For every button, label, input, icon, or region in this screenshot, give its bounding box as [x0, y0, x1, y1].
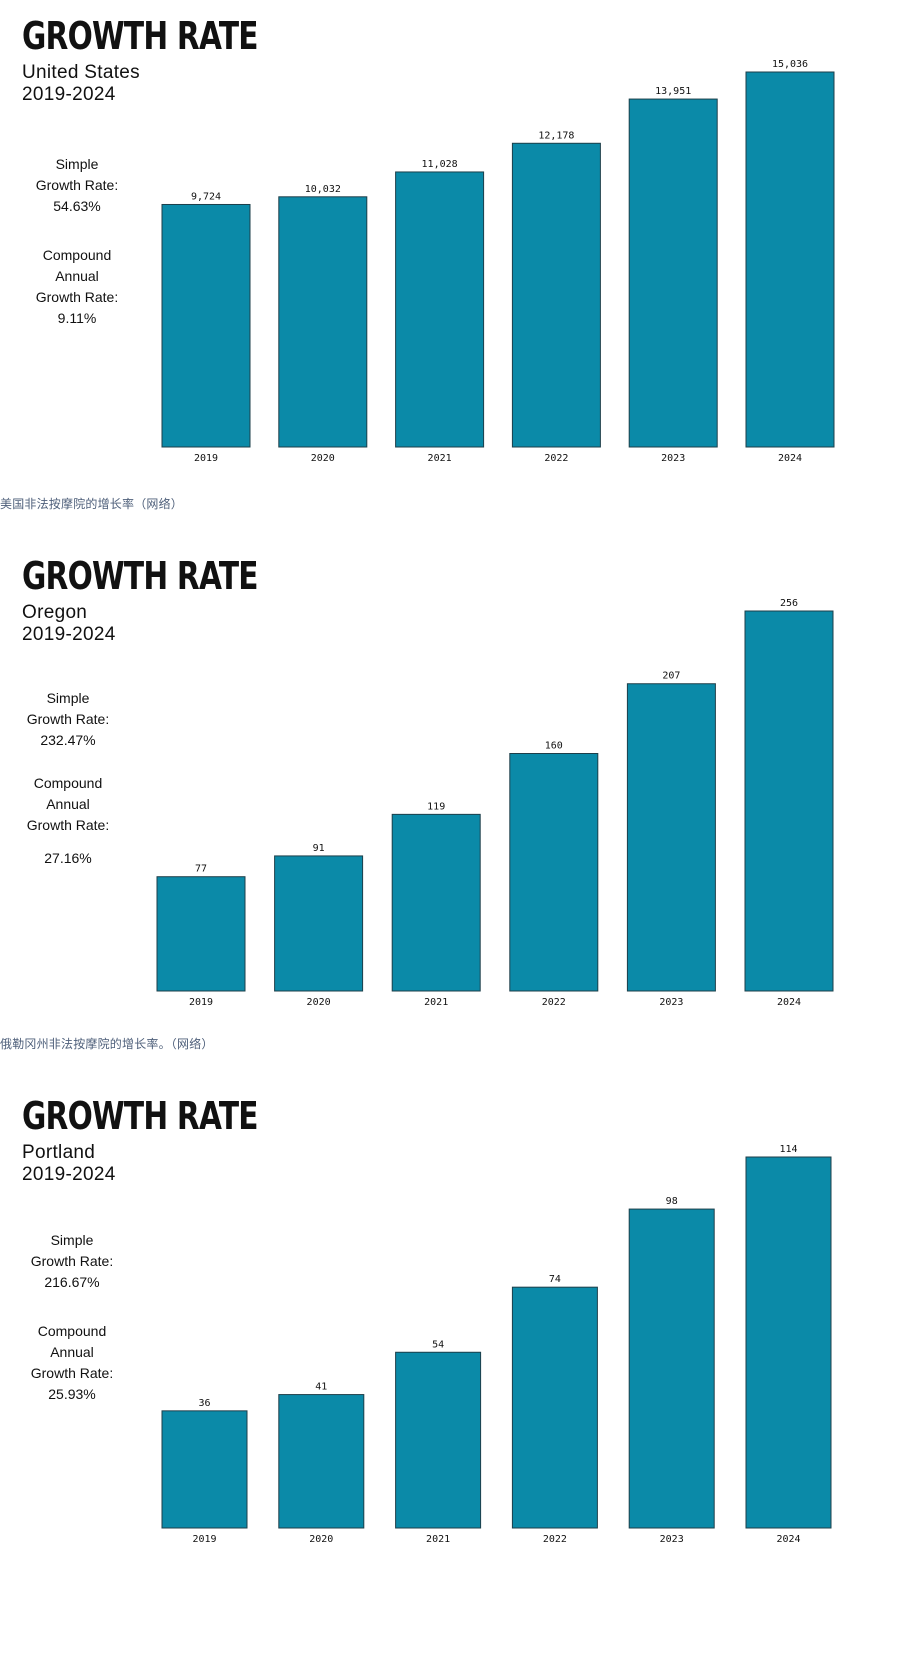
bar-2019	[156, 876, 246, 992]
bar-2024	[745, 71, 835, 448]
category-label-2021: 2021	[426, 1534, 450, 1545]
chart-period: 2019-2024	[22, 1164, 116, 1185]
category-label-2024: 2024	[777, 997, 801, 1008]
value-label-2019: 9,724	[191, 191, 221, 202]
category-label-2021: 2021	[424, 997, 448, 1008]
compound-growth-label-3: Growth Rate:	[26, 817, 110, 833]
chart-title: GROWTH RATE	[22, 554, 259, 598]
value-label-2023: 207	[662, 671, 680, 682]
compound-growth-label-2: Annual	[55, 268, 99, 284]
category-label-2021: 2021	[428, 453, 452, 464]
simple-growth-label-1: Simple	[55, 156, 99, 172]
growth-stats: Simple Growth Rate: 216.67% Compound Ann…	[16, 1230, 128, 1405]
bar-2022	[509, 753, 599, 992]
compound-growth-label-3: Growth Rate:	[30, 1365, 114, 1381]
category-label-2020: 2020	[309, 1534, 333, 1545]
bar-2021	[391, 813, 481, 992]
bar-2019	[161, 203, 251, 448]
category-label-2020: 2020	[311, 453, 335, 464]
simple-growth-label-2: Growth Rate:	[35, 177, 119, 193]
value-label-2023: 13,951	[655, 86, 691, 97]
bar-chart-svg: 77 2019 91 2020 119 2021 160 2022 207 2023 256 2024	[156, 598, 834, 1008]
compound-growth-label-2: Annual	[50, 1344, 94, 1360]
chart-caption: 美国非法按摩院的增长率（网络）	[0, 497, 184, 511]
simple-growth-label-2: Growth Rate:	[26, 711, 110, 727]
value-label-2020: 41	[315, 1382, 327, 1393]
compound-growth-label-1: Compound	[42, 247, 112, 263]
bar-2020	[278, 1394, 365, 1529]
chart-period: 2019-2024	[22, 624, 116, 645]
category-label-2024: 2024	[778, 453, 802, 464]
bar-2022	[511, 142, 601, 448]
compound-growth-label-1: Compound	[37, 1323, 107, 1339]
value-label-2023: 98	[666, 1196, 678, 1207]
bar-2023	[628, 1208, 715, 1529]
bar-chart-svg: 9,724 2019 10,032 2020 11,028 2021 12,178 2022 1…	[161, 59, 835, 464]
value-label-2022: 160	[545, 741, 563, 752]
category-label-2019: 2019	[192, 1534, 216, 1545]
category-label-2022: 2022	[543, 1534, 567, 1545]
simple-growth-label-1: Simple	[46, 690, 90, 706]
simple-growth-value: 232.47%	[40, 732, 96, 748]
bar-2019	[161, 1410, 248, 1529]
bar-2023	[626, 683, 716, 992]
value-label-2020: 91	[313, 843, 325, 854]
chart-panel-portland: GROWTH RATE Portland 2019-2024 Simple Gr…	[0, 1094, 908, 1660]
bar-2020	[274, 855, 364, 992]
value-label-2019: 77	[195, 864, 207, 875]
category-label-2019: 2019	[194, 453, 218, 464]
simple-growth-value: 216.67%	[44, 1274, 100, 1290]
simple-growth-value: 54.63%	[53, 198, 101, 214]
category-label-2023: 2023	[660, 1534, 684, 1545]
chart-subtitle: Portland	[22, 1142, 96, 1163]
value-label-2020: 10,032	[305, 184, 341, 195]
value-label-2019: 36	[198, 1398, 210, 1409]
category-label-2024: 2024	[776, 1534, 800, 1545]
simple-growth-label-1: Simple	[50, 1232, 94, 1248]
chart-title: GROWTH RATE	[22, 14, 259, 58]
chart-caption: 俄勒冈州非法按摩院的增长率。（网络）	[0, 1037, 214, 1051]
bar-2024	[744, 610, 834, 992]
chart-subtitle: United States	[22, 62, 140, 83]
bar-2023	[628, 98, 718, 448]
compound-growth-value: 27.16%	[44, 850, 92, 866]
compound-growth-value: 9.11%	[57, 310, 97, 326]
value-label-2022: 12,178	[538, 130, 574, 141]
chart-title: GROWTH RATE	[22, 1094, 259, 1138]
chart-panel-oregon: GROWTH RATE Oregon 2019-2024 Simple Grow…	[0, 554, 908, 1074]
growth-stats: Simple Growth Rate: 232.47% Compound Ann…	[12, 688, 124, 869]
bar-chart-svg: 36 2019 41 2020 54 2021 74 2022 98 2023 114 2024	[161, 1144, 832, 1545]
value-label-2021: 119	[427, 801, 445, 812]
value-label-2021: 54	[432, 1339, 444, 1350]
bar-2022	[511, 1286, 598, 1529]
compound-growth-value: 25.93%	[48, 1386, 96, 1402]
value-label-2022: 74	[549, 1274, 561, 1285]
compound-growth-label-1: Compound	[33, 775, 103, 791]
category-label-2023: 2023	[659, 997, 683, 1008]
value-label-2021: 11,028	[422, 159, 458, 170]
bar-2021	[395, 1351, 482, 1529]
bar-2020	[278, 196, 368, 448]
chart-subtitle: Oregon	[22, 602, 88, 623]
category-label-2019: 2019	[189, 997, 213, 1008]
value-label-2024: 15,036	[772, 59, 808, 70]
compound-growth-label-3: Growth Rate:	[35, 289, 119, 305]
value-label-2024: 114	[779, 1144, 797, 1155]
bar-2024	[745, 1156, 832, 1529]
compound-growth-label-2: Annual	[46, 796, 90, 812]
category-label-2023: 2023	[661, 453, 685, 464]
chart-period: 2019-2024	[22, 84, 116, 105]
growth-stats: Simple Growth Rate: 54.63% Compound Annu…	[18, 154, 136, 329]
chart-panel-united-states: GROWTH RATE United States 2019-2024 Simp…	[0, 14, 908, 534]
value-label-2024: 256	[780, 598, 798, 609]
category-label-2022: 2022	[542, 997, 566, 1008]
simple-growth-label-2: Growth Rate:	[30, 1253, 114, 1269]
bar-2021	[395, 171, 485, 448]
category-label-2020: 2020	[307, 997, 331, 1008]
category-label-2022: 2022	[544, 453, 568, 464]
